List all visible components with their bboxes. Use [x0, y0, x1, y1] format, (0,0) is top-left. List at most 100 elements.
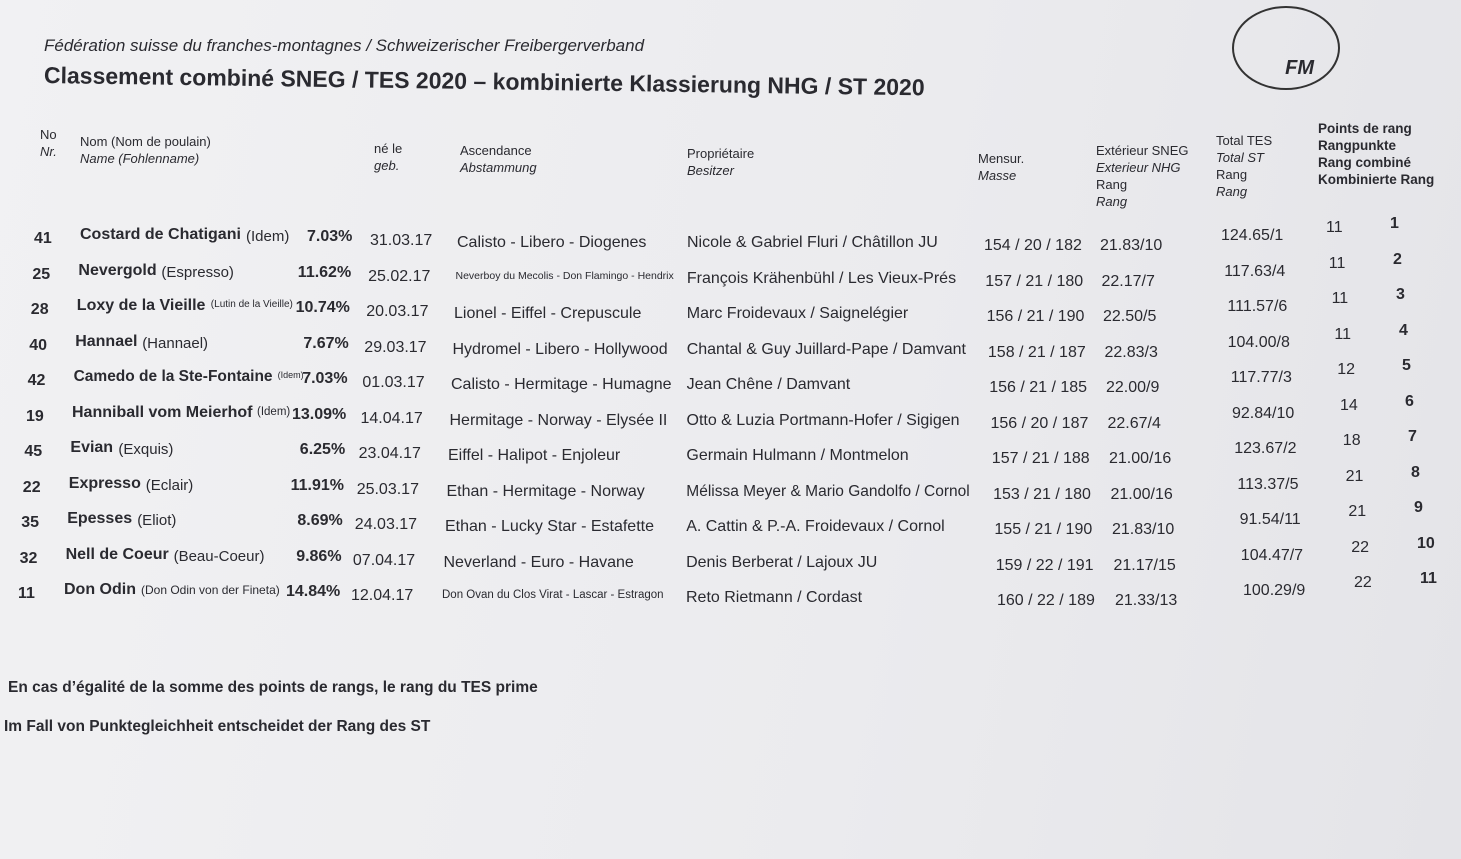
percentage: 8.69%	[297, 512, 343, 529]
measurements: 154 / 20 / 182	[984, 237, 1082, 254]
birth-date: 12.04.17	[351, 587, 414, 604]
ascendance: Hermitage - Norway - Elysée II	[449, 411, 668, 429]
horse-name: Nevergold	[78, 261, 157, 279]
measurements: 157 / 21 / 188	[991, 450, 1090, 467]
column-header: No	[40, 127, 57, 142]
foal-name: (Exquis)	[118, 441, 174, 458]
owner: Nicole & Gabriel Fluri / Châtillon JU	[687, 234, 938, 251]
rank-points: 11	[1326, 219, 1343, 236]
ascendance: Eiffel - Halipot - Enjoleur	[448, 447, 621, 464]
measurements: 156 / 20 / 187	[990, 414, 1089, 432]
owner: Marc Froidevaux / Saignelégier	[686, 305, 909, 322]
birth-date: 29.03.17	[364, 338, 427, 356]
footnote: En cas d’égalité de la somme des points …	[8, 679, 538, 696]
measurements: 156 / 21 / 190	[986, 308, 1085, 325]
birth-date: 23.04.17	[358, 445, 421, 462]
column-header: Total TES	[1216, 133, 1273, 148]
row-number: 28	[30, 301, 49, 318]
exterior: 22.50/5	[1103, 308, 1157, 325]
foal-name: (Eliot)	[137, 512, 177, 529]
column-header: Abstammung	[460, 160, 537, 175]
column-header: Propriétaire	[687, 146, 755, 161]
owner: Reto Rietmann / Cordast	[686, 589, 863, 606]
rank-points: 21	[1348, 503, 1367, 520]
column-header: Points de rang	[1318, 121, 1412, 136]
column-header: geb.	[374, 158, 400, 173]
owner: Otto & Luzia Portmann-Hofer / Sigigen	[686, 411, 960, 429]
row-number: 22	[22, 478, 41, 496]
exterior: 22.17/7	[1101, 272, 1155, 290]
percentage: 13.09%	[292, 405, 347, 423]
rank-points: 11	[1334, 325, 1351, 343]
foal-name: (Idem)	[277, 370, 304, 380]
column-header: Rangpunkte	[1318, 138, 1397, 153]
owner: Denis Berberat / Lajoux JU	[686, 553, 878, 571]
row-number: 40	[29, 336, 47, 354]
combined-rank: 10	[1417, 534, 1435, 552]
rank-points: 14	[1340, 396, 1358, 414]
percentage: 7.67%	[303, 334, 349, 352]
horse-name: Evian	[70, 439, 114, 456]
ascendance: Ethan - Hermitage - Norway	[446, 482, 645, 500]
horse-name: Costard de Chatigani	[80, 226, 241, 243]
combined-rank: 9	[1414, 499, 1423, 516]
foal-name: (Espresso)	[161, 263, 234, 281]
total: 104.47/7	[1240, 546, 1304, 564]
ascendance: Neverboy du Mecolis - Don Flamingo - Hen…	[455, 269, 674, 282]
owner: Chantal & Guy Juillard-Pape / Damvant	[686, 340, 966, 358]
row-number: 42	[27, 372, 46, 389]
combined-rank: 8	[1411, 463, 1420, 481]
ascendance: Hydromel - Libero - Hollywood	[452, 340, 668, 358]
birth-date: 01.03.17	[362, 374, 425, 391]
total: 91.54/11	[1239, 511, 1301, 528]
percentage: 9.86%	[296, 547, 342, 565]
birth-date: 20.03.17	[366, 303, 429, 320]
ascendance: Neverland - Euro - Havane	[443, 553, 634, 571]
row-number: 35	[21, 514, 39, 531]
row-number: 45	[24, 443, 43, 460]
exterior: 21.83/10	[1100, 237, 1163, 254]
column-header: Kombinierte Rang	[1318, 172, 1435, 187]
percentage: 11.62%	[297, 263, 352, 281]
foal-name: (Hannael)	[142, 334, 209, 352]
exterior: 21.33/13	[1115, 592, 1178, 609]
exterior: 22.67/4	[1107, 414, 1161, 432]
rank-points: 11	[1328, 254, 1346, 272]
birth-date: 25.02.17	[368, 267, 431, 285]
row-number: 11	[18, 585, 35, 602]
percentage: 10.74%	[295, 299, 350, 316]
total: 123.67/2	[1234, 440, 1297, 457]
owner: Jean Chêne / Damvant	[686, 376, 851, 393]
row-number: 19	[26, 407, 44, 425]
owner: A. Cattin & P.-A. Froidevaux / Cornol	[686, 518, 945, 535]
column-header: Nr.	[40, 144, 57, 159]
column-header: Rang	[1096, 177, 1128, 192]
measurements: 160 / 22 / 189	[997, 592, 1095, 609]
column-header: né le	[374, 141, 403, 156]
rank-points: 22	[1354, 574, 1372, 591]
foal-name: (Don Odin von der Fineta)	[141, 583, 280, 597]
combined-rank: 1	[1390, 215, 1399, 232]
total: 113.37/5	[1237, 475, 1299, 493]
total: 111.57/6	[1227, 298, 1288, 315]
owner: François Krähenbühl / Les Vieux-Prés	[686, 269, 957, 287]
total: 100.29/9	[1243, 582, 1306, 599]
percentage: 6.25%	[299, 441, 346, 458]
foal-name: (Idem)	[246, 228, 290, 245]
measurements: 156 / 21 / 185	[989, 379, 1088, 396]
combined-rank: 2	[1393, 250, 1402, 268]
ascendance: Lionel - Eiffel - Crepuscule	[454, 305, 642, 322]
exterior: 22.83/3	[1104, 343, 1158, 361]
foal-name: (Lutin de la Vieille)	[210, 299, 293, 310]
ascendance: Ethan - Lucky Star - Estafette	[445, 518, 654, 535]
row-number: 25	[32, 265, 51, 283]
column-header: Rang	[1216, 184, 1248, 199]
owner: Germain Hulmann / Montmelon	[686, 447, 909, 464]
column-header: Besitzer	[687, 163, 734, 178]
total: 117.63/4	[1224, 262, 1286, 280]
total: 92.84/10	[1232, 404, 1295, 422]
title: Classement combiné SNEG / TES 2020 – kom…	[43, 62, 925, 101]
combined-rank: 5	[1402, 357, 1411, 374]
exterior: 22.00/9	[1106, 379, 1160, 396]
